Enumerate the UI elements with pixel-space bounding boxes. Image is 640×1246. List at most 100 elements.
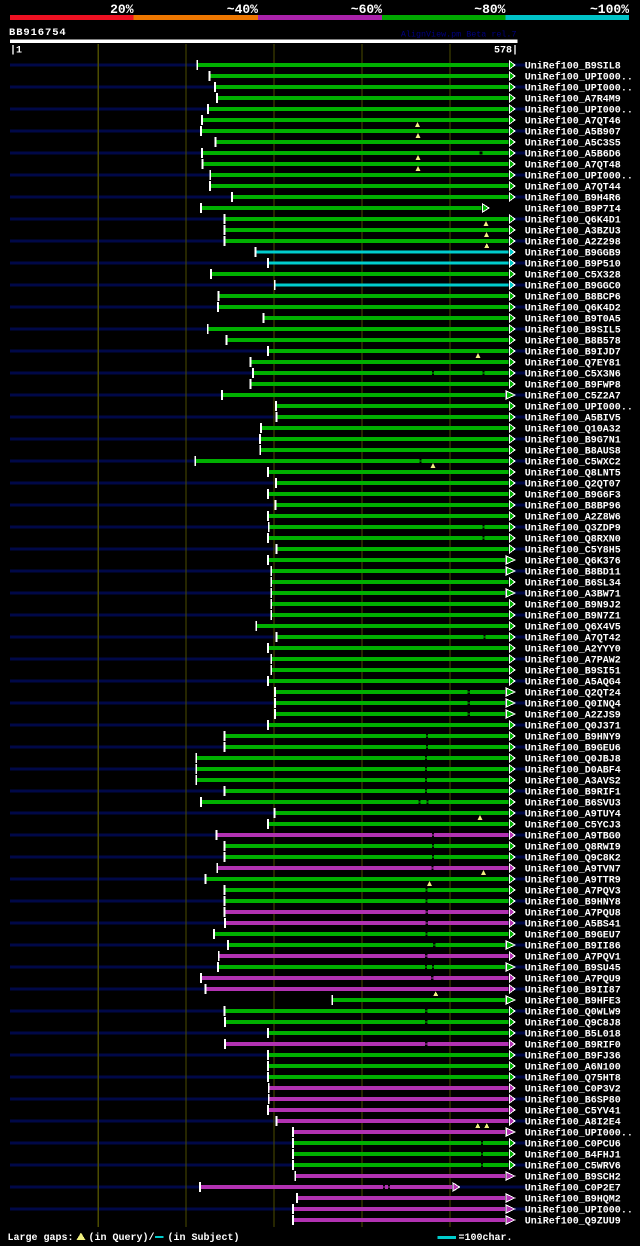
svg-text:UniRef100_B8BD11: UniRef100_B8BD11 bbox=[525, 567, 621, 579]
svg-text:UniRef100_C5WXC2: UniRef100_C5WXC2 bbox=[525, 457, 621, 469]
svg-text:UniRef100_B9HNY9: UniRef100_B9HNY9 bbox=[525, 732, 621, 744]
svg-text:UniRef100_UPI000..: UniRef100_UPI000.. bbox=[525, 72, 633, 84]
svg-text:UniRef100_UPI000..: UniRef100_UPI000.. bbox=[525, 105, 633, 117]
svg-text:UniRef100_A3BZU3: UniRef100_A3BZU3 bbox=[525, 226, 621, 238]
svg-text:UniRef100_A2YYY0: UniRef100_A2YYY0 bbox=[525, 644, 621, 656]
svg-text:=100char.: =100char. bbox=[459, 1232, 513, 1244]
svg-text:UniRef100_C5Y8H5: UniRef100_C5Y8H5 bbox=[525, 545, 621, 557]
svg-text:UniRef100_B9FJ36: UniRef100_B9FJ36 bbox=[525, 1051, 621, 1063]
svg-text:UniRef100_B9II87: UniRef100_B9II87 bbox=[525, 985, 621, 997]
svg-text:UniRef100_A7PQV3: UniRef100_A7PQV3 bbox=[525, 886, 621, 898]
svg-text:UniRef100_Q9C8K2: UniRef100_Q9C8K2 bbox=[525, 853, 621, 865]
svg-text:UniRef100_A7QT44: UniRef100_A7QT44 bbox=[525, 182, 621, 194]
svg-text:UniRef100_B9II86: UniRef100_B9II86 bbox=[525, 941, 621, 953]
svg-text:UniRef100_Q8LNT5: UniRef100_Q8LNT5 bbox=[525, 468, 621, 480]
svg-text:UniRef100_C5X3N6: UniRef100_C5X3N6 bbox=[525, 369, 621, 381]
svg-text:UniRef100_C5YCJ3: UniRef100_C5YCJ3 bbox=[525, 820, 621, 832]
svg-text:578|: 578| bbox=[494, 45, 518, 57]
svg-text:UniRef100_C0P3V2: UniRef100_C0P3V2 bbox=[525, 1084, 621, 1096]
svg-text:UniRef100_B8BCP6: UniRef100_B8BCP6 bbox=[525, 292, 621, 304]
svg-text:UniRef100_Q3ZDP9: UniRef100_Q3ZDP9 bbox=[525, 523, 621, 535]
svg-text:UniRef100_B8B578: UniRef100_B8B578 bbox=[525, 336, 621, 348]
svg-text:UniRef100_A3AVS2: UniRef100_A3AVS2 bbox=[525, 776, 621, 788]
svg-text:UniRef100_B9IJD7: UniRef100_B9IJD7 bbox=[525, 347, 621, 359]
svg-text:UniRef100_Q75HT8: UniRef100_Q75HT8 bbox=[525, 1073, 621, 1085]
svg-text:UniRef100_A9TBG0: UniRef100_A9TBG0 bbox=[525, 831, 621, 843]
svg-text:UniRef100_B9HFE3: UniRef100_B9HFE3 bbox=[525, 996, 621, 1008]
svg-text:UniRef100_A9TUY4: UniRef100_A9TUY4 bbox=[525, 809, 621, 821]
svg-text:~60%: ~60% bbox=[351, 2, 382, 17]
svg-text:UniRef100_A7PQU8: UniRef100_A7PQU8 bbox=[525, 908, 621, 920]
svg-text:UniRef100_B9GGC0: UniRef100_B9GGC0 bbox=[525, 281, 621, 293]
svg-text:UniRef100_UPI000..: UniRef100_UPI000.. bbox=[525, 83, 633, 95]
svg-text:UniRef100_B9N7Z1: UniRef100_B9N7Z1 bbox=[525, 611, 621, 623]
svg-text:UniRef100_Q10A32: UniRef100_Q10A32 bbox=[525, 424, 621, 436]
svg-text:UniRef100_B9SIL8: UniRef100_B9SIL8 bbox=[525, 61, 621, 73]
svg-text:UniRef100_C5YV41: UniRef100_C5YV41 bbox=[525, 1106, 621, 1118]
svg-text:UniRef100_Q0JBJ8: UniRef100_Q0JBJ8 bbox=[525, 754, 621, 766]
svg-text:UniRef100_B9FWP8: UniRef100_B9FWP8 bbox=[525, 380, 621, 392]
svg-text:UniRef100_B9SU45: UniRef100_B9SU45 bbox=[525, 963, 621, 975]
svg-text:UniRef100_A5BIV5: UniRef100_A5BIV5 bbox=[525, 413, 621, 425]
svg-text:UniRef100_A9TTR9: UniRef100_A9TTR9 bbox=[525, 875, 621, 887]
svg-text:UniRef100_A5AQG4: UniRef100_A5AQG4 bbox=[525, 677, 621, 689]
svg-text:UniRef100_B9G6F3: UniRef100_B9G6F3 bbox=[525, 490, 621, 502]
svg-text:UniRef100_A6N100: UniRef100_A6N100 bbox=[525, 1062, 621, 1074]
svg-text:UniRef100_B9RIF1: UniRef100_B9RIF1 bbox=[525, 787, 621, 799]
svg-text:UniRef100_B9RIF0: UniRef100_B9RIF0 bbox=[525, 1040, 621, 1052]
svg-text:UniRef100_A2Z8W6: UniRef100_A2Z8W6 bbox=[525, 512, 621, 524]
svg-text:UniRef100_Q7EY81: UniRef100_Q7EY81 bbox=[525, 358, 621, 370]
svg-text:UniRef100_A8I2E4: UniRef100_A8I2E4 bbox=[525, 1117, 621, 1129]
svg-text:(in Query)/: (in Query)/ bbox=[89, 1232, 155, 1244]
svg-text:UniRef100_C5X328: UniRef100_C5X328 bbox=[525, 270, 621, 282]
svg-text:UniRef100_Q0INQ4: UniRef100_Q0INQ4 bbox=[525, 699, 621, 711]
svg-text:UniRef100_B9GEU7: UniRef100_B9GEU7 bbox=[525, 930, 621, 942]
svg-text:UniRef100_Q8RXN0: UniRef100_Q8RXN0 bbox=[525, 534, 621, 546]
svg-text:UniRef100_B9SCH2: UniRef100_B9SCH2 bbox=[525, 1172, 621, 1184]
svg-text:UniRef100_UPI000..: UniRef100_UPI000.. bbox=[525, 1128, 633, 1140]
svg-text:UniRef100_Q8RWI9: UniRef100_Q8RWI9 bbox=[525, 842, 621, 854]
svg-text:BB916754: BB916754 bbox=[9, 27, 67, 39]
svg-text:UniRef100_A5B6D6: UniRef100_A5B6D6 bbox=[525, 149, 621, 161]
svg-text:20%: 20% bbox=[110, 2, 134, 17]
svg-text:UniRef100_Q6K376: UniRef100_Q6K376 bbox=[525, 556, 621, 568]
svg-text:UniRef100_B6SVU3: UniRef100_B6SVU3 bbox=[525, 798, 621, 810]
svg-text:UniRef100_B9T0A5: UniRef100_B9T0A5 bbox=[525, 314, 621, 326]
svg-text:UniRef100_Q6K4D1: UniRef100_Q6K4D1 bbox=[525, 215, 621, 227]
svg-text:~80%: ~80% bbox=[474, 2, 505, 17]
svg-text:UniRef100_UPI000..: UniRef100_UPI000.. bbox=[525, 171, 633, 183]
svg-text:UniRef100_A7PAW2: UniRef100_A7PAW2 bbox=[525, 655, 621, 667]
svg-text:UniRef100_B9SIL5: UniRef100_B9SIL5 bbox=[525, 325, 621, 337]
svg-text:UniRef100_A5BS41: UniRef100_A5BS41 bbox=[525, 919, 621, 931]
svg-text:UniRef100_A7R4M9: UniRef100_A7R4M9 bbox=[525, 94, 621, 106]
svg-text:UniRef100_B9G7N1: UniRef100_B9G7N1 bbox=[525, 435, 621, 447]
svg-text:UniRef100_Q9C8J8: UniRef100_Q9C8J8 bbox=[525, 1018, 621, 1030]
svg-text:~100%: ~100% bbox=[590, 2, 629, 17]
svg-text:UniRef100_UPI000..: UniRef100_UPI000.. bbox=[525, 1205, 633, 1217]
svg-text:UniRef100_A5B907: UniRef100_A5B907 bbox=[525, 127, 621, 139]
svg-text:UniRef100_A3BW71: UniRef100_A3BW71 bbox=[525, 589, 621, 601]
svg-text:UniRef100_C5WRV6: UniRef100_C5WRV6 bbox=[525, 1161, 621, 1173]
svg-text:UniRef100_B6SP80: UniRef100_B6SP80 bbox=[525, 1095, 621, 1107]
svg-text:AlignView.pm Beta rel.7: AlignView.pm Beta rel.7 bbox=[401, 29, 517, 39]
svg-text:UniRef100_B6SL34: UniRef100_B6SL34 bbox=[525, 578, 621, 590]
svg-text:UniRef100_B9HNY8: UniRef100_B9HNY8 bbox=[525, 897, 621, 909]
svg-text:UniRef100_C0P2E7: UniRef100_C0P2E7 bbox=[525, 1183, 621, 1195]
svg-text:UniRef100_B8AUS8: UniRef100_B8AUS8 bbox=[525, 446, 621, 458]
svg-text:UniRef100_Q0J371: UniRef100_Q0J371 bbox=[525, 721, 621, 733]
svg-text:UniRef100_A7PQV1: UniRef100_A7PQV1 bbox=[525, 952, 621, 964]
svg-text:UniRef100_Q2QT24: UniRef100_Q2QT24 bbox=[525, 688, 621, 700]
svg-text:UniRef100_A7PQU9: UniRef100_A7PQU9 bbox=[525, 974, 621, 986]
svg-text:UniRef100_Q6K4D2: UniRef100_Q6K4D2 bbox=[525, 303, 621, 315]
svg-text:UniRef100_C0PCU6: UniRef100_C0PCU6 bbox=[525, 1139, 621, 1151]
svg-text:UniRef100_B9GGB9: UniRef100_B9GGB9 bbox=[525, 248, 621, 260]
svg-text:UniRef100_B9SI51: UniRef100_B9SI51 bbox=[525, 666, 621, 678]
svg-text:~40%: ~40% bbox=[227, 2, 258, 17]
svg-text:UniRef100_B8BP96: UniRef100_B8BP96 bbox=[525, 501, 621, 513]
svg-text:UniRef100_Q6X4V5: UniRef100_Q6X4V5 bbox=[525, 622, 621, 634]
svg-text:UniRef100_B4FHJ1: UniRef100_B4FHJ1 bbox=[525, 1150, 621, 1162]
svg-text:UniRef100_B9H4R6: UniRef100_B9H4R6 bbox=[525, 193, 621, 205]
svg-text:UniRef100_A5C3S5: UniRef100_A5C3S5 bbox=[525, 138, 621, 150]
svg-text:UniRef100_B9P510: UniRef100_B9P510 bbox=[525, 259, 621, 271]
svg-text:UniRef100_A9TVN7: UniRef100_A9TVN7 bbox=[525, 864, 621, 876]
